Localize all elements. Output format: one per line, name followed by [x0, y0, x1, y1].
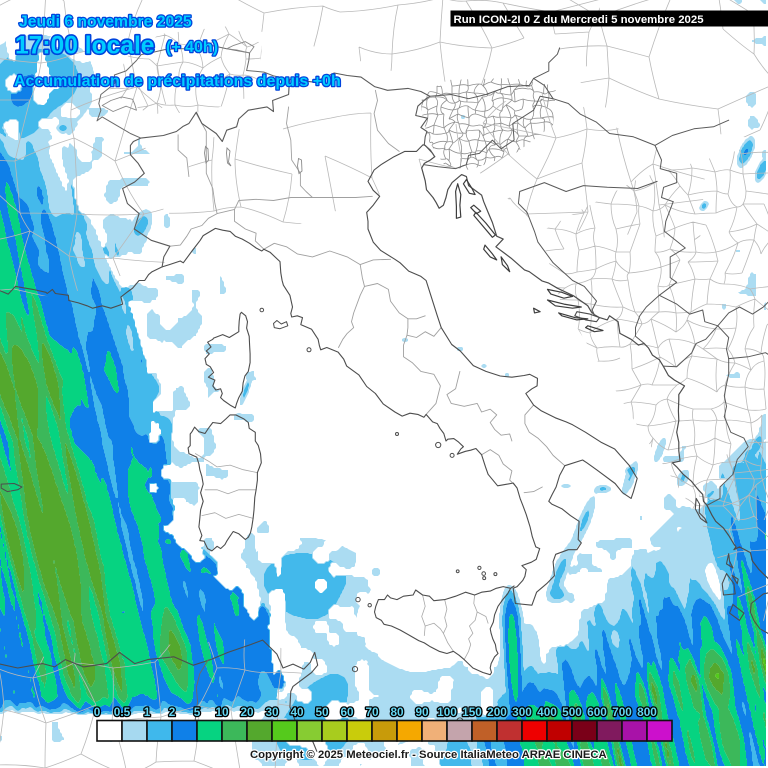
svg-text:Jeudi 6 novembre 2025: Jeudi 6 novembre 2025: [19, 14, 192, 31]
svg-text:50: 50: [315, 705, 329, 719]
svg-text:(+ 40h): (+ 40h): [166, 39, 218, 56]
svg-text:40: 40: [290, 705, 304, 719]
svg-text:70: 70: [365, 705, 379, 719]
svg-text:Accumulation de précipitations: Accumulation de précipitations depuis +0…: [14, 73, 341, 90]
svg-text:30: 30: [265, 705, 279, 719]
svg-text:90: 90: [415, 705, 429, 719]
svg-text:400: 400: [537, 705, 557, 719]
svg-text:1: 1: [144, 705, 151, 719]
svg-text:Copyright © 2025 Meteociel.fr: Copyright © 2025 Meteociel.fr - Source I…: [250, 749, 607, 761]
svg-text:300: 300: [512, 705, 532, 719]
svg-text:100: 100: [437, 705, 457, 719]
svg-text:700: 700: [612, 705, 632, 719]
svg-text:17:00 locale: 17:00 locale: [15, 33, 154, 60]
svg-text:20: 20: [240, 705, 254, 719]
svg-text:Run ICON-2I 0 Z du Mercredi 5: Run ICON-2I 0 Z du Mercredi 5 novembre 2…: [454, 14, 705, 26]
svg-text:2: 2: [169, 705, 176, 719]
svg-text:200: 200: [487, 705, 507, 719]
svg-text:80: 80: [390, 705, 404, 719]
svg-text:600: 600: [587, 705, 607, 719]
svg-text:0: 0: [94, 705, 101, 719]
svg-text:150: 150: [462, 705, 482, 719]
svg-text:800: 800: [637, 705, 657, 719]
svg-text:10: 10: [215, 705, 229, 719]
svg-text:60: 60: [340, 705, 354, 719]
svg-text:500: 500: [562, 705, 582, 719]
svg-text:5: 5: [194, 705, 201, 719]
svg-text:0.5: 0.5: [114, 705, 131, 719]
